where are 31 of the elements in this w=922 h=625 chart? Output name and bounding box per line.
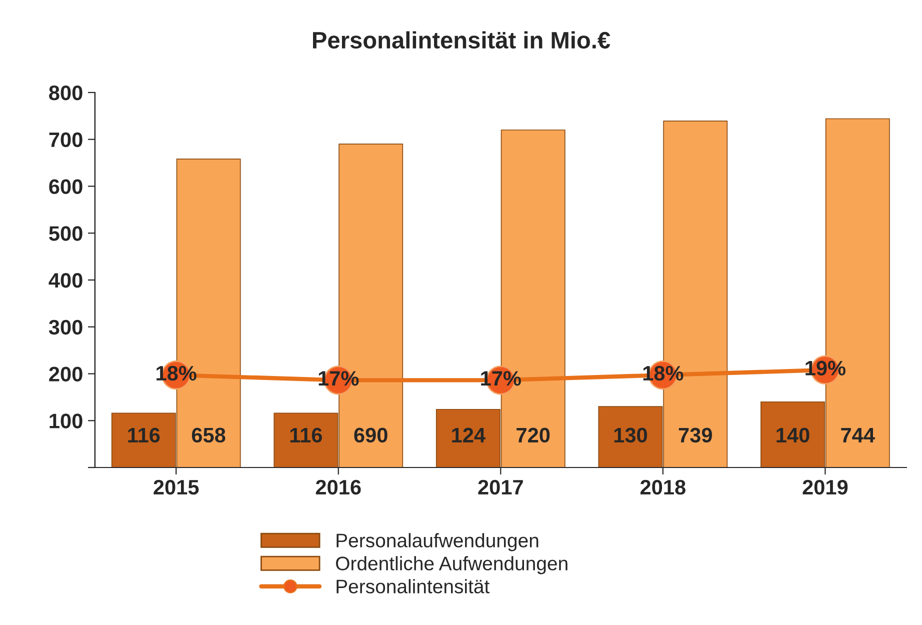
x-tick-label: 2018 — [640, 480, 686, 495]
chart-title: Personalintensität in Mio.€ — [313, 31, 610, 49]
y-tick-label: 800 — [49, 86, 82, 100]
legend-label: Ordentliche Aufwendungen — [336, 556, 568, 574]
data-label: 116 — [128, 428, 160, 443]
x-tick-label: 2019 — [802, 480, 848, 495]
data-label: 116 — [290, 428, 322, 443]
y-tick-label: 600 — [49, 179, 82, 194]
x-tick-label: 2015 — [154, 480, 199, 495]
y-tick-label: 200 — [49, 366, 82, 382]
y-tick-label: 100 — [50, 414, 82, 428]
x-tick-label: 2016 — [316, 480, 361, 495]
data-label: 18% — [643, 366, 684, 381]
data-label: 739 — [678, 428, 712, 443]
data-label: 130 — [614, 428, 647, 443]
data-label: 720 — [516, 428, 550, 443]
y-tick-label: 400 — [48, 273, 82, 288]
data-label: 19% — [806, 360, 846, 376]
data-label: 140 — [776, 428, 810, 443]
x-tick-label: 2017 — [478, 480, 523, 495]
data-label: 744 — [841, 428, 875, 442]
legend-label: Personalaufwendungen — [336, 533, 538, 552]
data-label: 658 — [192, 428, 226, 443]
y-tick-label: 300 — [48, 320, 82, 335]
data-label: 17% — [481, 371, 521, 386]
y-tick-label: 700 — [49, 132, 82, 148]
data-label: 690 — [354, 428, 388, 443]
y-tick-label: 500 — [49, 226, 82, 241]
data-label: 124 — [452, 428, 486, 442]
legend-label: Personalintensität — [336, 579, 490, 594]
data-label: 17% — [318, 371, 359, 386]
